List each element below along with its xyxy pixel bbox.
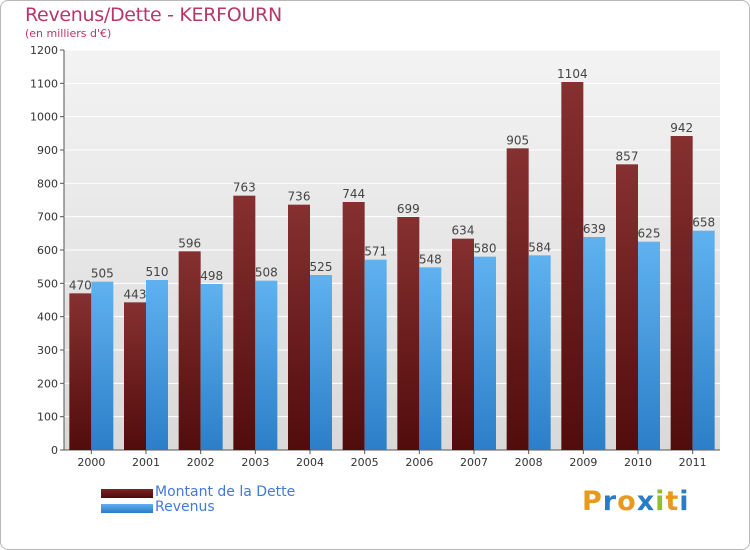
y-tick-label: 1200: [30, 44, 58, 57]
logo-letter: i: [679, 486, 690, 517]
y-tick-label: 500: [37, 277, 58, 290]
data-label-revenus: 508: [255, 266, 278, 280]
x-tick-label: 2004: [296, 456, 324, 469]
y-tick-label: 300: [37, 344, 58, 357]
data-label-revenus: 580: [474, 242, 497, 256]
chart-title: Revenus/Dette - KERFOURN: [25, 4, 282, 26]
data-label-dette: 857: [616, 149, 639, 163]
data-label-dette: 699: [397, 202, 420, 216]
y-tick-label: 800: [37, 177, 58, 190]
y-tick-label: 400: [37, 311, 58, 324]
x-tick-label: 2003: [241, 456, 269, 469]
x-tick-label: 2008: [515, 456, 543, 469]
bar-revenus: [474, 256, 496, 450]
data-label-revenus: 525: [310, 260, 333, 274]
y-tick-label: 700: [37, 211, 58, 224]
legend-swatch-dette: [101, 489, 153, 498]
data-label-revenus: 505: [91, 267, 114, 281]
x-tick-label: 2002: [187, 456, 215, 469]
y-tick-label: 900: [37, 144, 58, 157]
bar-revenus: [310, 275, 332, 450]
data-label-revenus: 584: [528, 240, 551, 254]
y-tick-label: 600: [37, 244, 58, 257]
bar-revenus: [146, 280, 168, 450]
bar-revenus: [692, 230, 715, 450]
data-label-dette: 596: [178, 236, 201, 250]
legend-label-revenus: Revenus: [155, 499, 215, 515]
data-label-revenus: 625: [638, 227, 661, 241]
data-label-revenus: 548: [419, 252, 442, 266]
x-tick-label: 2006: [405, 456, 433, 469]
bar-revenus: [583, 237, 606, 450]
bar-revenus: [419, 267, 442, 450]
data-label-revenus: 571: [364, 245, 387, 259]
data-label-dette: 942: [670, 121, 693, 135]
data-label-revenus: 639: [583, 222, 606, 236]
logo-letter: P: [582, 486, 603, 517]
x-tick-label: 2001: [132, 456, 160, 469]
data-label-dette: 763: [233, 181, 256, 195]
x-tick-label: 2007: [460, 456, 488, 469]
data-label-dette: 736: [288, 190, 311, 204]
data-label-dette: 744: [342, 187, 365, 201]
y-tick-label: 0: [51, 444, 58, 457]
x-tick-label: 2010: [624, 456, 652, 469]
bar-dette: [616, 164, 638, 451]
chart-subtitle: (en milliers d'€): [25, 27, 112, 40]
data-label-revenus: 510: [146, 265, 169, 279]
data-label-revenus: 658: [692, 216, 715, 230]
bar-dette: [452, 238, 474, 450]
y-tick-label: 200: [37, 377, 58, 390]
logo-letter: i: [655, 486, 666, 517]
bar-dette: [178, 251, 201, 450]
bar-dette: [342, 202, 365, 450]
logo-letter: t: [665, 486, 680, 517]
data-label-dette: 634: [452, 224, 475, 238]
x-tick-label: 2000: [77, 456, 105, 469]
bar-dette: [561, 82, 584, 450]
data-label-dette: 443: [124, 287, 147, 301]
bar-dette: [397, 217, 420, 450]
x-tick-label: 2011: [679, 456, 707, 469]
data-label-dette: 1104: [557, 67, 588, 81]
bar-dette: [233, 195, 256, 450]
bar-dette: [124, 302, 146, 450]
legend-swatch-revenus: [101, 504, 153, 513]
logo-letter: r: [602, 486, 618, 517]
x-tick-label: 2009: [569, 456, 597, 469]
logo-letter: x: [636, 486, 656, 517]
proxiti-logo: Proxiti: [582, 486, 690, 517]
y-tick-label: 100: [37, 411, 58, 424]
data-label-dette: 905: [506, 133, 529, 147]
y-tick-label: 1000: [30, 111, 58, 124]
y-tick-label: 1100: [30, 77, 58, 90]
legend-label-dette: Montant de la Dette: [155, 484, 296, 500]
data-label-revenus: 498: [200, 269, 223, 283]
bar-revenus: [255, 280, 278, 450]
bar-dette: [506, 148, 529, 451]
bar-revenus: [91, 281, 114, 450]
bar-revenus: [364, 259, 387, 450]
x-tick-label: 2005: [351, 456, 379, 469]
bar-dette: [69, 293, 92, 450]
logo-letter: o: [617, 486, 637, 517]
data-label-dette: 470: [69, 278, 92, 292]
bar-revenus: [200, 284, 223, 450]
bar-revenus: [638, 241, 660, 450]
bar-dette: [670, 136, 693, 450]
bar-revenus: [528, 255, 551, 450]
bar-dette: [288, 204, 310, 450]
